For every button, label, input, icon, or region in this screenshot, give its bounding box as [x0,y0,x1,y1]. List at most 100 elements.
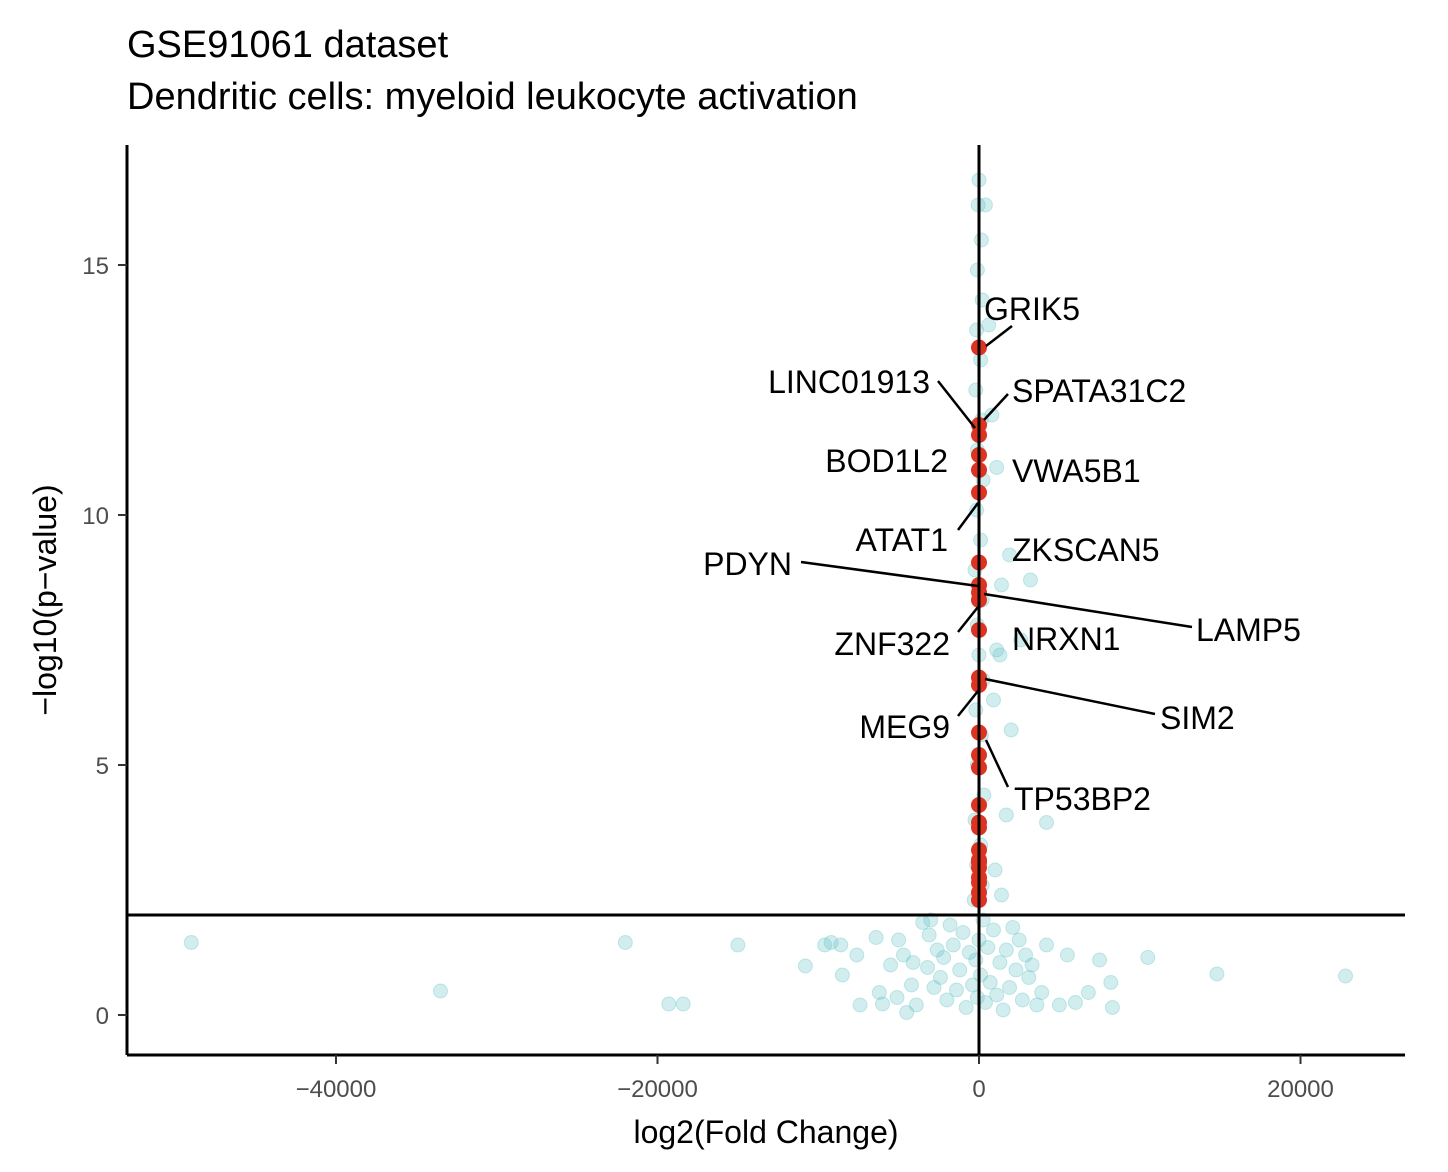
x-tick-label: 20000 [1267,1076,1334,1103]
data-point [987,862,1003,878]
data-point [992,955,1008,970]
data-point [952,962,968,978]
gene-label: VWA5B1 [1012,453,1141,489]
data-point [995,1002,1011,1018]
data-point [985,922,1001,938]
data-point [998,807,1014,823]
x-tick-label: −20000 [617,1076,698,1103]
data-point [905,955,921,970]
y-axis-title: −log10(p−value) [27,484,63,715]
data-point [1008,962,1024,978]
data-point [617,935,633,950]
data-point [1018,947,1034,963]
data-point [1034,985,1050,1000]
data-point [1024,957,1040,973]
data-point [1011,932,1027,948]
data-point [1080,985,1096,1000]
data-point [1104,1000,1120,1015]
data-point [183,935,199,950]
data-point [1103,975,1119,990]
data-point [1005,920,1021,935]
label-connector [983,393,1009,421]
data-point [1039,937,1055,953]
data-point [973,967,989,983]
label-connector [985,325,1013,347]
data-point [989,987,1005,1003]
data-point [939,992,955,1008]
data-point [889,990,905,1005]
gene-labels-layer: GRIK5 LINC01913 SPATA31C2 BOD1L2 VWA5B1 ATAT1… [703,291,1301,817]
gene-label: BOD1L2 [825,443,948,479]
gene-label: ZNF322 [834,626,950,662]
data-point [961,945,977,960]
data-point [675,996,691,1012]
chart-title: GSE91061 dataset [127,24,449,66]
data-point [1338,968,1354,984]
data-point [432,983,448,999]
data-point [797,958,813,974]
data-point [1002,547,1018,563]
data-point [1140,950,1156,965]
data-point [985,692,1001,708]
data-point [875,996,891,1012]
data-point [989,642,1005,658]
data-point [968,702,984,718]
data-point [834,967,850,983]
data-point [980,940,996,955]
label-connector [957,606,979,633]
data-point [883,957,899,973]
label-connector [984,677,1156,716]
gene-label: SPATA31C2 [1012,373,1186,409]
data-point [948,982,964,998]
data-point [868,930,884,945]
gene-label: LINC01913 [768,364,930,400]
reference-lines-layer [127,145,1405,1055]
chart-subtitle: Dendritic cells: myeloid leukocyte activ… [127,76,858,118]
data-point [955,925,971,940]
gene-label: LAMP5 [1196,612,1301,648]
label-connector [983,592,1193,629]
label-connector [957,690,979,717]
data-point [984,407,1000,423]
data-point [936,950,952,965]
gene-label: GRIK5 [984,291,1080,327]
data-point [823,935,839,950]
label-connector [937,380,976,429]
gene-label: MEG9 [859,709,950,745]
data-point [982,975,998,990]
data-point [1013,632,1029,648]
data-point [968,952,984,968]
data-point [968,382,984,398]
data-point [1014,992,1030,1008]
y-tick-label: 10 [82,503,109,530]
data-point [903,977,919,993]
data-point [730,937,746,953]
data-point [977,197,993,213]
gene-label: NRXN1 [1012,621,1120,657]
data-point [871,985,887,1000]
data-point [908,997,924,1013]
data-point [942,917,958,933]
data-point [1029,997,1045,1013]
data-point [921,927,937,943]
axes-layer: −40000 −20000 0 20000 0 5 10 15 [82,145,1405,1103]
gene-label: SIM2 [1160,700,1235,736]
data-point [992,647,1008,663]
data-point [1002,980,1018,995]
data-point [1067,995,1083,1010]
data-point [920,960,936,975]
data-point [998,942,1014,958]
x-tick-label: 0 [972,1076,985,1103]
data-point [899,1005,915,1020]
y-tick-label: 5 [96,753,109,780]
y-tick-label: 0 [96,1003,109,1030]
data-point [833,937,849,953]
data-point [849,947,865,963]
gene-label: ZKSCAN5 [1012,532,1160,568]
data-point [973,232,989,248]
data-point [1003,722,1019,738]
data-point [1021,970,1037,985]
gene-label: TP53BP2 [1014,781,1151,817]
data-point [969,262,985,278]
data-point [852,997,868,1013]
